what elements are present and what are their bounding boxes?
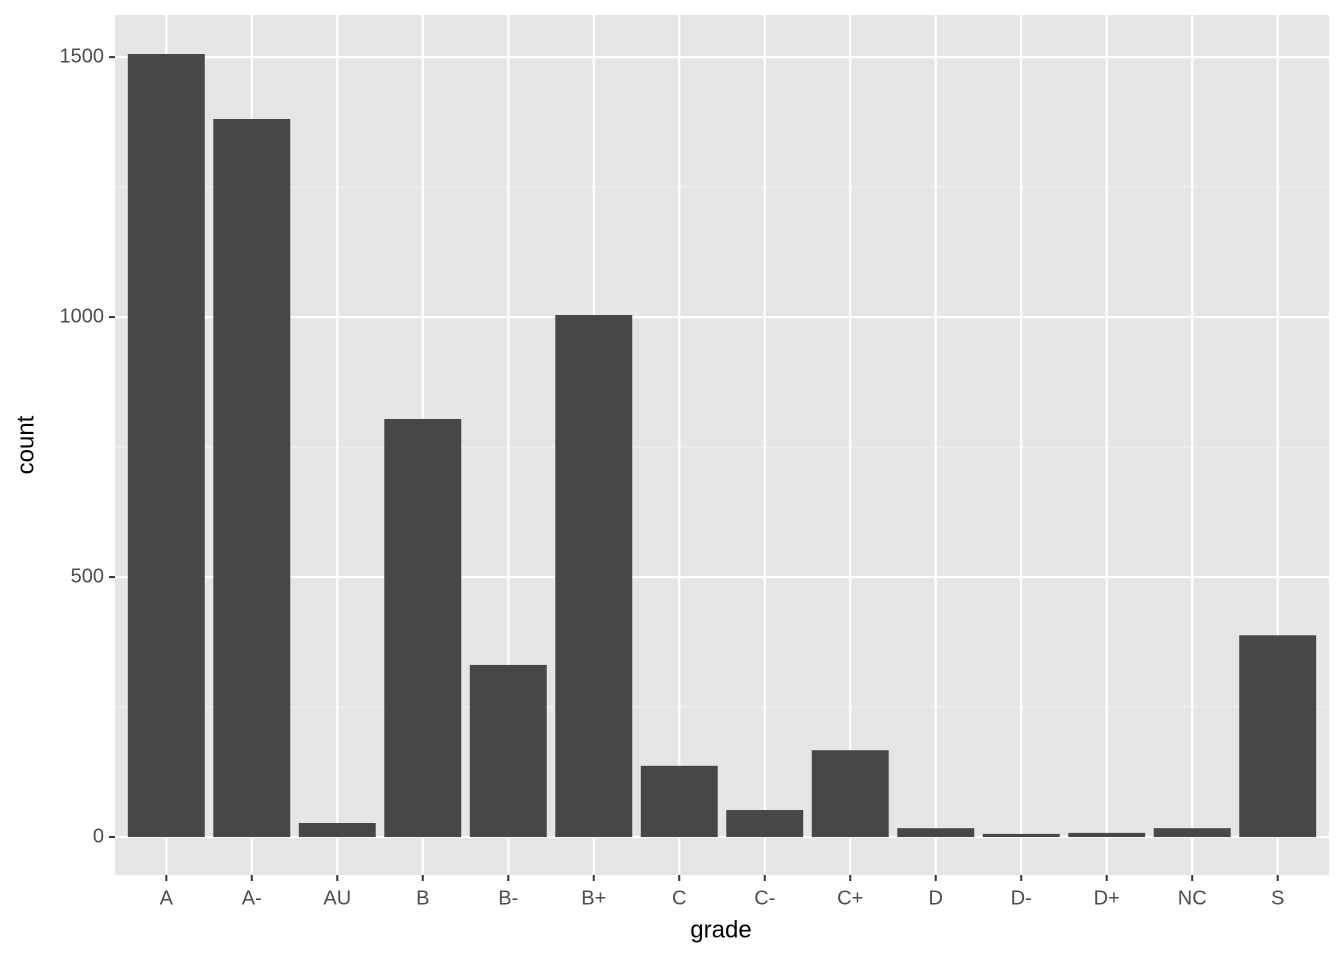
- x-tick-label: C: [672, 887, 686, 909]
- bar: [384, 419, 462, 838]
- x-tick-label: B: [416, 887, 429, 909]
- x-axis-title: grade: [690, 916, 751, 943]
- x-tick-label: B-: [498, 887, 518, 909]
- y-tick-label: 1000: [60, 305, 105, 327]
- y-tick-label: 500: [71, 565, 104, 587]
- x-tick-label: NC: [1178, 887, 1207, 909]
- x-tick-label: D+: [1094, 887, 1120, 909]
- x-tick-label: D: [929, 887, 943, 909]
- y-tick-label: 0: [93, 825, 104, 847]
- bar: [1153, 828, 1231, 838]
- bar: [469, 664, 547, 838]
- x-tick-label: S: [1271, 887, 1284, 909]
- x-tick-label: C+: [837, 887, 863, 909]
- bar: [213, 118, 291, 838]
- x-tick-label: B+: [581, 887, 606, 909]
- bar: [298, 823, 376, 838]
- bar: [1239, 635, 1317, 838]
- y-tick-label: 1500: [60, 45, 105, 67]
- bar: [555, 315, 633, 838]
- bar: [726, 810, 804, 838]
- x-tick-label: A-: [242, 887, 262, 909]
- bar: [897, 828, 975, 838]
- bar: [640, 765, 718, 838]
- x-tick-label: C-: [754, 887, 775, 909]
- x-tick-label: A: [160, 887, 174, 909]
- x-tick-label: AU: [323, 887, 351, 909]
- panel: [115, 15, 1329, 875]
- bar: [811, 750, 889, 838]
- bar: [982, 833, 1060, 838]
- bar: [127, 53, 205, 838]
- bar: [1068, 832, 1146, 838]
- y-axis-title: count: [12, 415, 39, 474]
- x-tick-label: D-: [1011, 887, 1032, 909]
